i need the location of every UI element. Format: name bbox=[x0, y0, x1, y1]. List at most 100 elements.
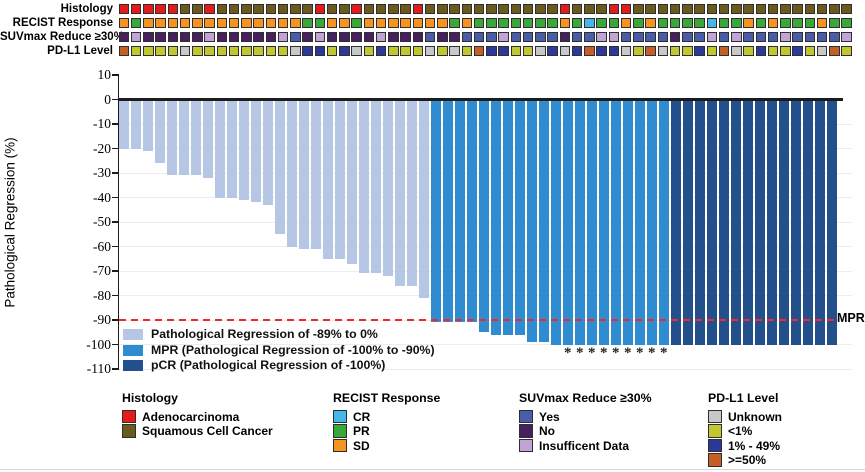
legend-item-label: >=50% bbox=[728, 453, 767, 468]
gridline bbox=[118, 344, 852, 345]
track-cell bbox=[253, 3, 264, 14]
y-tick-label: -60 bbox=[93, 238, 111, 254]
regression-bar bbox=[191, 100, 201, 176]
track-cell bbox=[780, 31, 791, 42]
track-cell bbox=[633, 3, 644, 14]
y-tick-label: 0 bbox=[104, 91, 111, 107]
track-cell bbox=[608, 45, 619, 56]
track-cell bbox=[290, 31, 301, 42]
regression-bar bbox=[743, 100, 753, 345]
asterisk-marker: * bbox=[648, 345, 656, 361]
regression-bar bbox=[275, 100, 285, 235]
track-cell bbox=[633, 17, 644, 28]
track-cell bbox=[792, 45, 803, 56]
track-cell bbox=[731, 45, 742, 56]
track-cell bbox=[522, 31, 534, 42]
track-cell bbox=[400, 31, 411, 42]
track-cell bbox=[841, 17, 852, 28]
track-cell bbox=[694, 31, 705, 42]
track-label-histology: Histology bbox=[60, 2, 113, 15]
track-cell bbox=[302, 17, 313, 28]
y-tick-label: -10 bbox=[93, 116, 111, 131]
y-tick-mark bbox=[112, 270, 118, 272]
y-tick-label: -70 bbox=[93, 263, 111, 278]
track-cell bbox=[767, 3, 779, 14]
y-tick-mark bbox=[112, 319, 118, 321]
track-cell bbox=[694, 3, 705, 14]
legend-swatch bbox=[708, 453, 722, 467]
track-cell bbox=[731, 17, 742, 28]
track-cell bbox=[388, 31, 399, 42]
track-cell bbox=[804, 3, 815, 14]
track-cell bbox=[816, 3, 828, 14]
legend-group-title: Histology bbox=[122, 390, 179, 405]
track-cell bbox=[682, 17, 693, 28]
track-cell bbox=[167, 17, 178, 28]
track-cell bbox=[535, 3, 546, 14]
track-cell bbox=[118, 3, 129, 14]
y-tick-mark bbox=[112, 343, 118, 346]
track-cell bbox=[204, 31, 215, 42]
track-cell bbox=[571, 17, 583, 28]
regression-bar bbox=[299, 100, 309, 249]
track-cell bbox=[620, 3, 632, 14]
legend-item-label: Unknown bbox=[728, 409, 782, 424]
track-cell bbox=[486, 17, 497, 28]
track-cell bbox=[314, 3, 325, 14]
asterisk-marker: * bbox=[612, 345, 620, 361]
legend-item-label: No bbox=[539, 424, 555, 439]
track-cell bbox=[253, 31, 264, 42]
track-cell bbox=[522, 45, 534, 56]
track-cell bbox=[363, 17, 374, 28]
track-cell bbox=[841, 3, 852, 14]
track-cell bbox=[473, 3, 485, 14]
track-cell bbox=[633, 31, 644, 42]
track-cell bbox=[473, 31, 485, 42]
regression-bar bbox=[443, 100, 453, 323]
track-cell bbox=[290, 3, 301, 14]
track-cell bbox=[645, 17, 656, 28]
track-cell bbox=[486, 45, 497, 56]
track-cell bbox=[449, 17, 460, 28]
pcr-swatch bbox=[123, 360, 143, 371]
track-cell bbox=[155, 31, 166, 42]
track-cell bbox=[755, 45, 766, 56]
track-cell bbox=[179, 31, 191, 42]
regression-bar bbox=[203, 100, 213, 178]
track-cell bbox=[228, 31, 240, 42]
track-cell bbox=[571, 3, 583, 14]
track-cell bbox=[118, 17, 129, 28]
track-cell bbox=[682, 45, 693, 56]
track-cell bbox=[412, 31, 423, 42]
y-tick-mark bbox=[112, 245, 118, 248]
y-tick-label: -30 bbox=[93, 165, 111, 180]
inplot-legend-label: Pathological Regression of -89% to 0% bbox=[151, 327, 378, 341]
track-cell bbox=[192, 31, 203, 42]
regression-bar bbox=[539, 100, 549, 343]
track-cell bbox=[743, 45, 754, 56]
y-axis-line bbox=[117, 74, 119, 370]
track-cell bbox=[351, 31, 362, 42]
regression-bar bbox=[155, 100, 165, 164]
track-cell bbox=[633, 45, 644, 56]
zero-baseline bbox=[118, 98, 843, 101]
track-cell bbox=[829, 31, 840, 42]
track-cell bbox=[351, 45, 362, 56]
regression-bar bbox=[779, 100, 789, 345]
track-cell bbox=[412, 3, 423, 14]
track-cell bbox=[780, 17, 791, 28]
bottom-divider bbox=[0, 468, 865, 470]
track-cell bbox=[412, 17, 423, 28]
y-tick-label: -80 bbox=[93, 287, 111, 303]
track-cell bbox=[743, 31, 754, 42]
y-tick-label: -110 bbox=[86, 361, 111, 376]
y-tick-mark bbox=[112, 74, 118, 76]
track-cell bbox=[755, 31, 766, 42]
track-cell bbox=[290, 17, 301, 28]
asterisk-marker: * bbox=[588, 345, 596, 361]
regression-bar bbox=[167, 100, 177, 176]
track-cell bbox=[657, 17, 668, 28]
regression-bar bbox=[611, 100, 621, 345]
track-cell bbox=[449, 3, 460, 14]
regression-bar bbox=[479, 100, 489, 333]
